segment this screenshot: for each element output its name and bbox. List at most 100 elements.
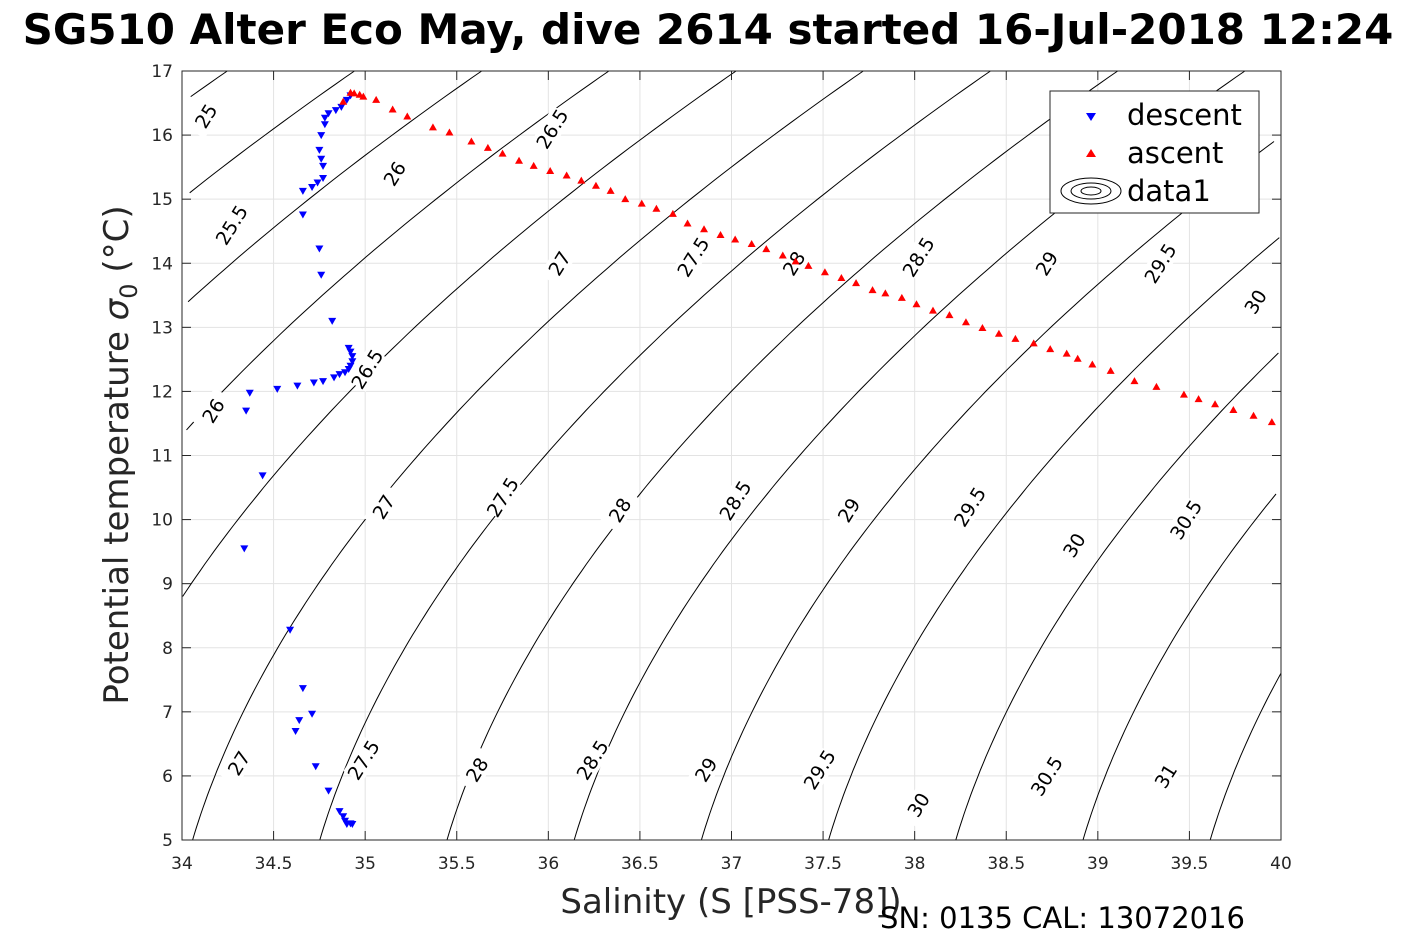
ascent-point — [837, 273, 846, 281]
ascent-point — [498, 149, 507, 157]
isopycnal-line — [1209, 673, 1282, 841]
descent-point — [324, 787, 333, 795]
isopycnal-line — [187, 70, 482, 303]
y-tick-label: 5 — [162, 831, 173, 851]
descent-point — [309, 379, 318, 387]
isopycnal-line — [189, 70, 355, 194]
descent-point — [324, 110, 333, 118]
ascent-point — [591, 181, 600, 189]
contour-label-background — [532, 105, 572, 152]
descent-point — [335, 371, 344, 379]
y-axis-label: Potential temperature σ0 (°C) — [97, 205, 143, 704]
contour-label-background — [482, 474, 523, 520]
descent-point — [342, 96, 351, 104]
isopycnal-line — [700, 141, 1275, 841]
ascent-point — [467, 137, 476, 145]
contour-label-background — [1235, 278, 1276, 325]
ascent-point — [1088, 360, 1097, 368]
ascent-point — [606, 186, 615, 194]
contour-label-background — [599, 487, 640, 533]
legend-descent-marker — [1086, 113, 1096, 121]
y-axis-label-unit: (°C) — [97, 205, 137, 283]
descent-point — [319, 175, 328, 183]
chart-title: SG510 Alter Eco May, dive 2614 started 1… — [23, 5, 1394, 54]
descent-point — [245, 389, 254, 397]
isopycnal-line — [182, 70, 737, 597]
ascent-point — [1211, 400, 1220, 408]
x-axis-ticks: 34 34.5 35 35.5 36 36.5 37 37.5 38 38.5 39 39.5 40 — [171, 71, 1292, 874]
ascent-point — [1062, 349, 1071, 357]
descent-point — [320, 114, 329, 122]
x-tick-label: 34.5 — [255, 854, 293, 874]
x-tick-label: 36.5 — [621, 854, 659, 874]
ascent-point — [562, 171, 571, 179]
contour-label-background — [456, 746, 497, 793]
descent-point — [344, 344, 353, 352]
y-tick-label: 6 — [162, 767, 173, 787]
descent-point — [335, 808, 344, 816]
ascent-point — [778, 251, 787, 259]
legend: descent ascent data1 — [1049, 90, 1260, 214]
contour-label: 28.5 — [573, 737, 614, 785]
x-axis-label: Salinity (S [PSS-78]) — [560, 882, 901, 922]
descent-point — [319, 378, 328, 386]
x-tick-label: 36 — [538, 854, 560, 874]
descent-point — [313, 179, 322, 187]
contour-label-background — [828, 487, 869, 533]
descent-point — [240, 545, 249, 553]
descent-point — [320, 121, 329, 129]
y-tick-label: 11 — [151, 447, 173, 467]
ascent-point — [852, 279, 861, 287]
contour-label-background — [673, 234, 713, 280]
descent-point — [258, 472, 267, 480]
contour-label: 29.5 — [1140, 240, 1181, 288]
contour-label-background — [1140, 240, 1181, 287]
descent-point — [295, 717, 304, 725]
contour-label-background — [343, 737, 384, 783]
y-axis-label-main: Potential temperature — [97, 320, 137, 704]
legend-box — [1049, 90, 1260, 214]
ascent-point — [1011, 334, 1020, 342]
ascent-point — [350, 89, 359, 97]
isopycnal-line — [955, 352, 1279, 841]
descent-point — [317, 132, 326, 140]
descent-point — [291, 728, 300, 736]
contour-label-background — [898, 781, 939, 828]
contour-label-background — [1165, 496, 1206, 543]
contour-label-background — [1054, 522, 1094, 569]
contour-label-background — [185, 93, 226, 139]
y-tick-label: 13 — [151, 318, 173, 338]
isopycnal-line — [1082, 493, 1277, 841]
data-markers — [240, 88, 1276, 828]
ascent-point — [637, 199, 646, 207]
x-tick-label: 39.5 — [1170, 854, 1208, 874]
ascent-point — [1194, 395, 1203, 403]
y-tick-label: 9 — [162, 575, 173, 595]
ascent-point — [359, 92, 368, 100]
legend-descent-label: descent — [1127, 98, 1242, 132]
ascent-point — [945, 311, 954, 319]
ascent-point — [897, 293, 906, 301]
x-tick-label: 35.5 — [438, 854, 476, 874]
ascent-point — [1229, 406, 1238, 414]
ascent-point — [577, 176, 586, 184]
contour-label-background — [1145, 753, 1186, 799]
isopycnal-line — [190, 70, 228, 98]
ascent-point — [683, 219, 692, 227]
ascent-point — [668, 209, 677, 217]
x-tick-label: 38.5 — [987, 854, 1025, 874]
descent-point — [298, 211, 307, 219]
descent-point — [319, 162, 328, 170]
descent-point — [308, 183, 317, 191]
descent-point — [308, 710, 317, 718]
x-tick-label: 35 — [354, 854, 376, 874]
contour-label: 28.5 — [899, 234, 940, 282]
ascent-point — [403, 112, 412, 120]
ascent-point — [1179, 390, 1188, 398]
descent-point — [293, 382, 302, 390]
x-tick-label: 37 — [721, 854, 743, 874]
contour-label-background — [363, 483, 404, 530]
ascent-point — [928, 306, 937, 314]
contour-label-background — [1026, 240, 1067, 287]
ascent-point — [700, 225, 709, 233]
